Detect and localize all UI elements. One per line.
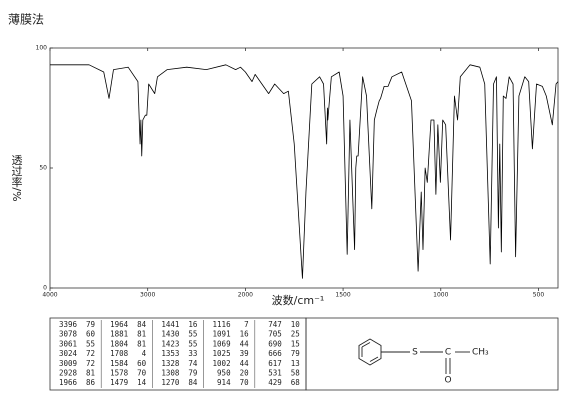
- plot-frame: [49, 47, 559, 289]
- peak-wavenumber: 1091: [213, 330, 231, 339]
- peak-transmittance: 72: [86, 359, 95, 368]
- y-tick-label: 50: [39, 165, 47, 172]
- peak-transmittance: 84: [188, 378, 198, 387]
- peak-transmittance: 44: [240, 339, 250, 348]
- peak-transmittance: 14: [137, 378, 147, 387]
- peak-wavenumber: 3024: [59, 349, 78, 358]
- peak-transmittance: 60: [86, 330, 96, 339]
- peak-transmittance: 16: [188, 320, 198, 329]
- peak-transmittance: 7: [244, 320, 249, 329]
- peak-wavenumber: 3078: [59, 330, 78, 339]
- peak-wavenumber: 1966: [59, 378, 78, 387]
- peak-wavenumber: 1423: [161, 339, 179, 348]
- peak-wavenumber: 1353: [161, 349, 179, 358]
- peak-transmittance: 79: [86, 320, 95, 329]
- peak-wavenumber: 747: [268, 320, 282, 329]
- peak-wavenumber: 1804: [110, 339, 129, 348]
- peak-transmittance: 10: [291, 320, 301, 329]
- benzene-ring: [358, 338, 382, 366]
- x-tick-label: 500: [533, 292, 545, 299]
- peak-wavenumber: 1881: [110, 330, 128, 339]
- peak-wavenumber: 1584: [110, 359, 129, 368]
- peak-wavenumber: 950: [217, 369, 231, 378]
- peak-wavenumber: 1578: [110, 369, 129, 378]
- peak-wavenumber: 1308: [161, 369, 180, 378]
- structure-drawing: [358, 338, 470, 374]
- peak-wavenumber: 666: [268, 349, 282, 358]
- spectrum-line: [50, 64, 559, 279]
- peak-wavenumber: 1069: [213, 339, 231, 348]
- peak-wavenumber: 1479: [110, 378, 128, 387]
- peak-transmittance: 70: [240, 378, 250, 387]
- peak-wavenumber: 3009: [59, 359, 77, 368]
- peak-wavenumber: 2928: [59, 369, 78, 378]
- peak-transmittance: 4: [142, 349, 147, 358]
- peak-transmittance: 74: [188, 359, 198, 368]
- peak-wavenumber: 1002: [213, 359, 231, 368]
- y-axis-label: 透过率/%: [10, 154, 23, 201]
- peak-wavenumber: 617: [268, 359, 282, 368]
- peak-transmittance: 79: [291, 349, 300, 358]
- peak-transmittance: 81: [86, 369, 95, 378]
- x-tick-label: 4000: [42, 292, 57, 299]
- peak-wavenumber: 1328: [161, 359, 180, 368]
- peak-wavenumber: 1025: [213, 349, 231, 358]
- peak-transmittance: 79: [188, 369, 197, 378]
- peak-wavenumber: 3061: [59, 339, 77, 348]
- peak-transmittance: 55: [188, 339, 197, 348]
- peak-transmittance: 55: [86, 339, 95, 348]
- x-tick-label: 1500: [335, 292, 350, 299]
- peak-transmittance: 81: [137, 339, 146, 348]
- peak-transmittance: 15: [291, 339, 300, 348]
- peak-wavenumber: 1441: [161, 320, 179, 329]
- atom-label: O: [444, 376, 451, 386]
- peak-wavenumber: 1116: [213, 320, 232, 329]
- peak-transmittance: 13: [291, 359, 300, 368]
- peak-transmittance: 58: [291, 369, 301, 378]
- peak-wavenumber: 914: [217, 378, 231, 387]
- peak-transmittance: 72: [86, 349, 95, 358]
- peak-transmittance: 16: [240, 330, 250, 339]
- peak-transmittance: 81: [137, 330, 146, 339]
- peak-transmittance: 25: [291, 330, 300, 339]
- ring-bond: [361, 342, 371, 348]
- y-tick-label: 100: [36, 45, 48, 52]
- peak-wavenumber: 1964: [110, 320, 129, 329]
- peak-transmittance: 84: [137, 320, 147, 329]
- peak-transmittance: 70: [137, 369, 147, 378]
- peak-wavenumber: 429: [268, 378, 282, 387]
- peak-transmittance: 33: [188, 349, 197, 358]
- peak-transmittance: 68: [291, 378, 301, 387]
- ring-bond: [369, 356, 379, 362]
- peak-transmittance: 44: [240, 359, 250, 368]
- peak-transmittance: 39: [240, 349, 249, 358]
- peak-wavenumber: 705: [268, 330, 282, 339]
- page-title: 薄膜法: [8, 12, 44, 27]
- peak-transmittance: 20: [240, 369, 250, 378]
- peak-wavenumber: 1430: [161, 330, 180, 339]
- peak-wavenumber: 1270: [161, 378, 180, 387]
- peak-transmittance: 86: [86, 378, 96, 387]
- structure-frame: [305, 317, 559, 391]
- peak-wavenumber: 690: [268, 339, 282, 348]
- atom-label: S: [412, 348, 418, 358]
- atom-label: C: [445, 348, 451, 358]
- peak-wavenumber: 3396: [59, 320, 78, 329]
- peak-wavenumber: 1708: [110, 349, 129, 358]
- peak-transmittance: 60: [137, 359, 147, 368]
- peak-wavenumber: 531: [268, 369, 282, 378]
- y-tick-label: 0: [43, 285, 47, 292]
- atom-label: CH₃: [472, 348, 489, 358]
- x-tick-label: 2000: [238, 292, 253, 299]
- x-tick-label: 3000: [140, 292, 155, 299]
- peak-transmittance: 55: [188, 330, 197, 339]
- x-axis-label: 波数/cm⁻¹: [272, 294, 325, 307]
- x-tick-label: 1000: [433, 292, 448, 299]
